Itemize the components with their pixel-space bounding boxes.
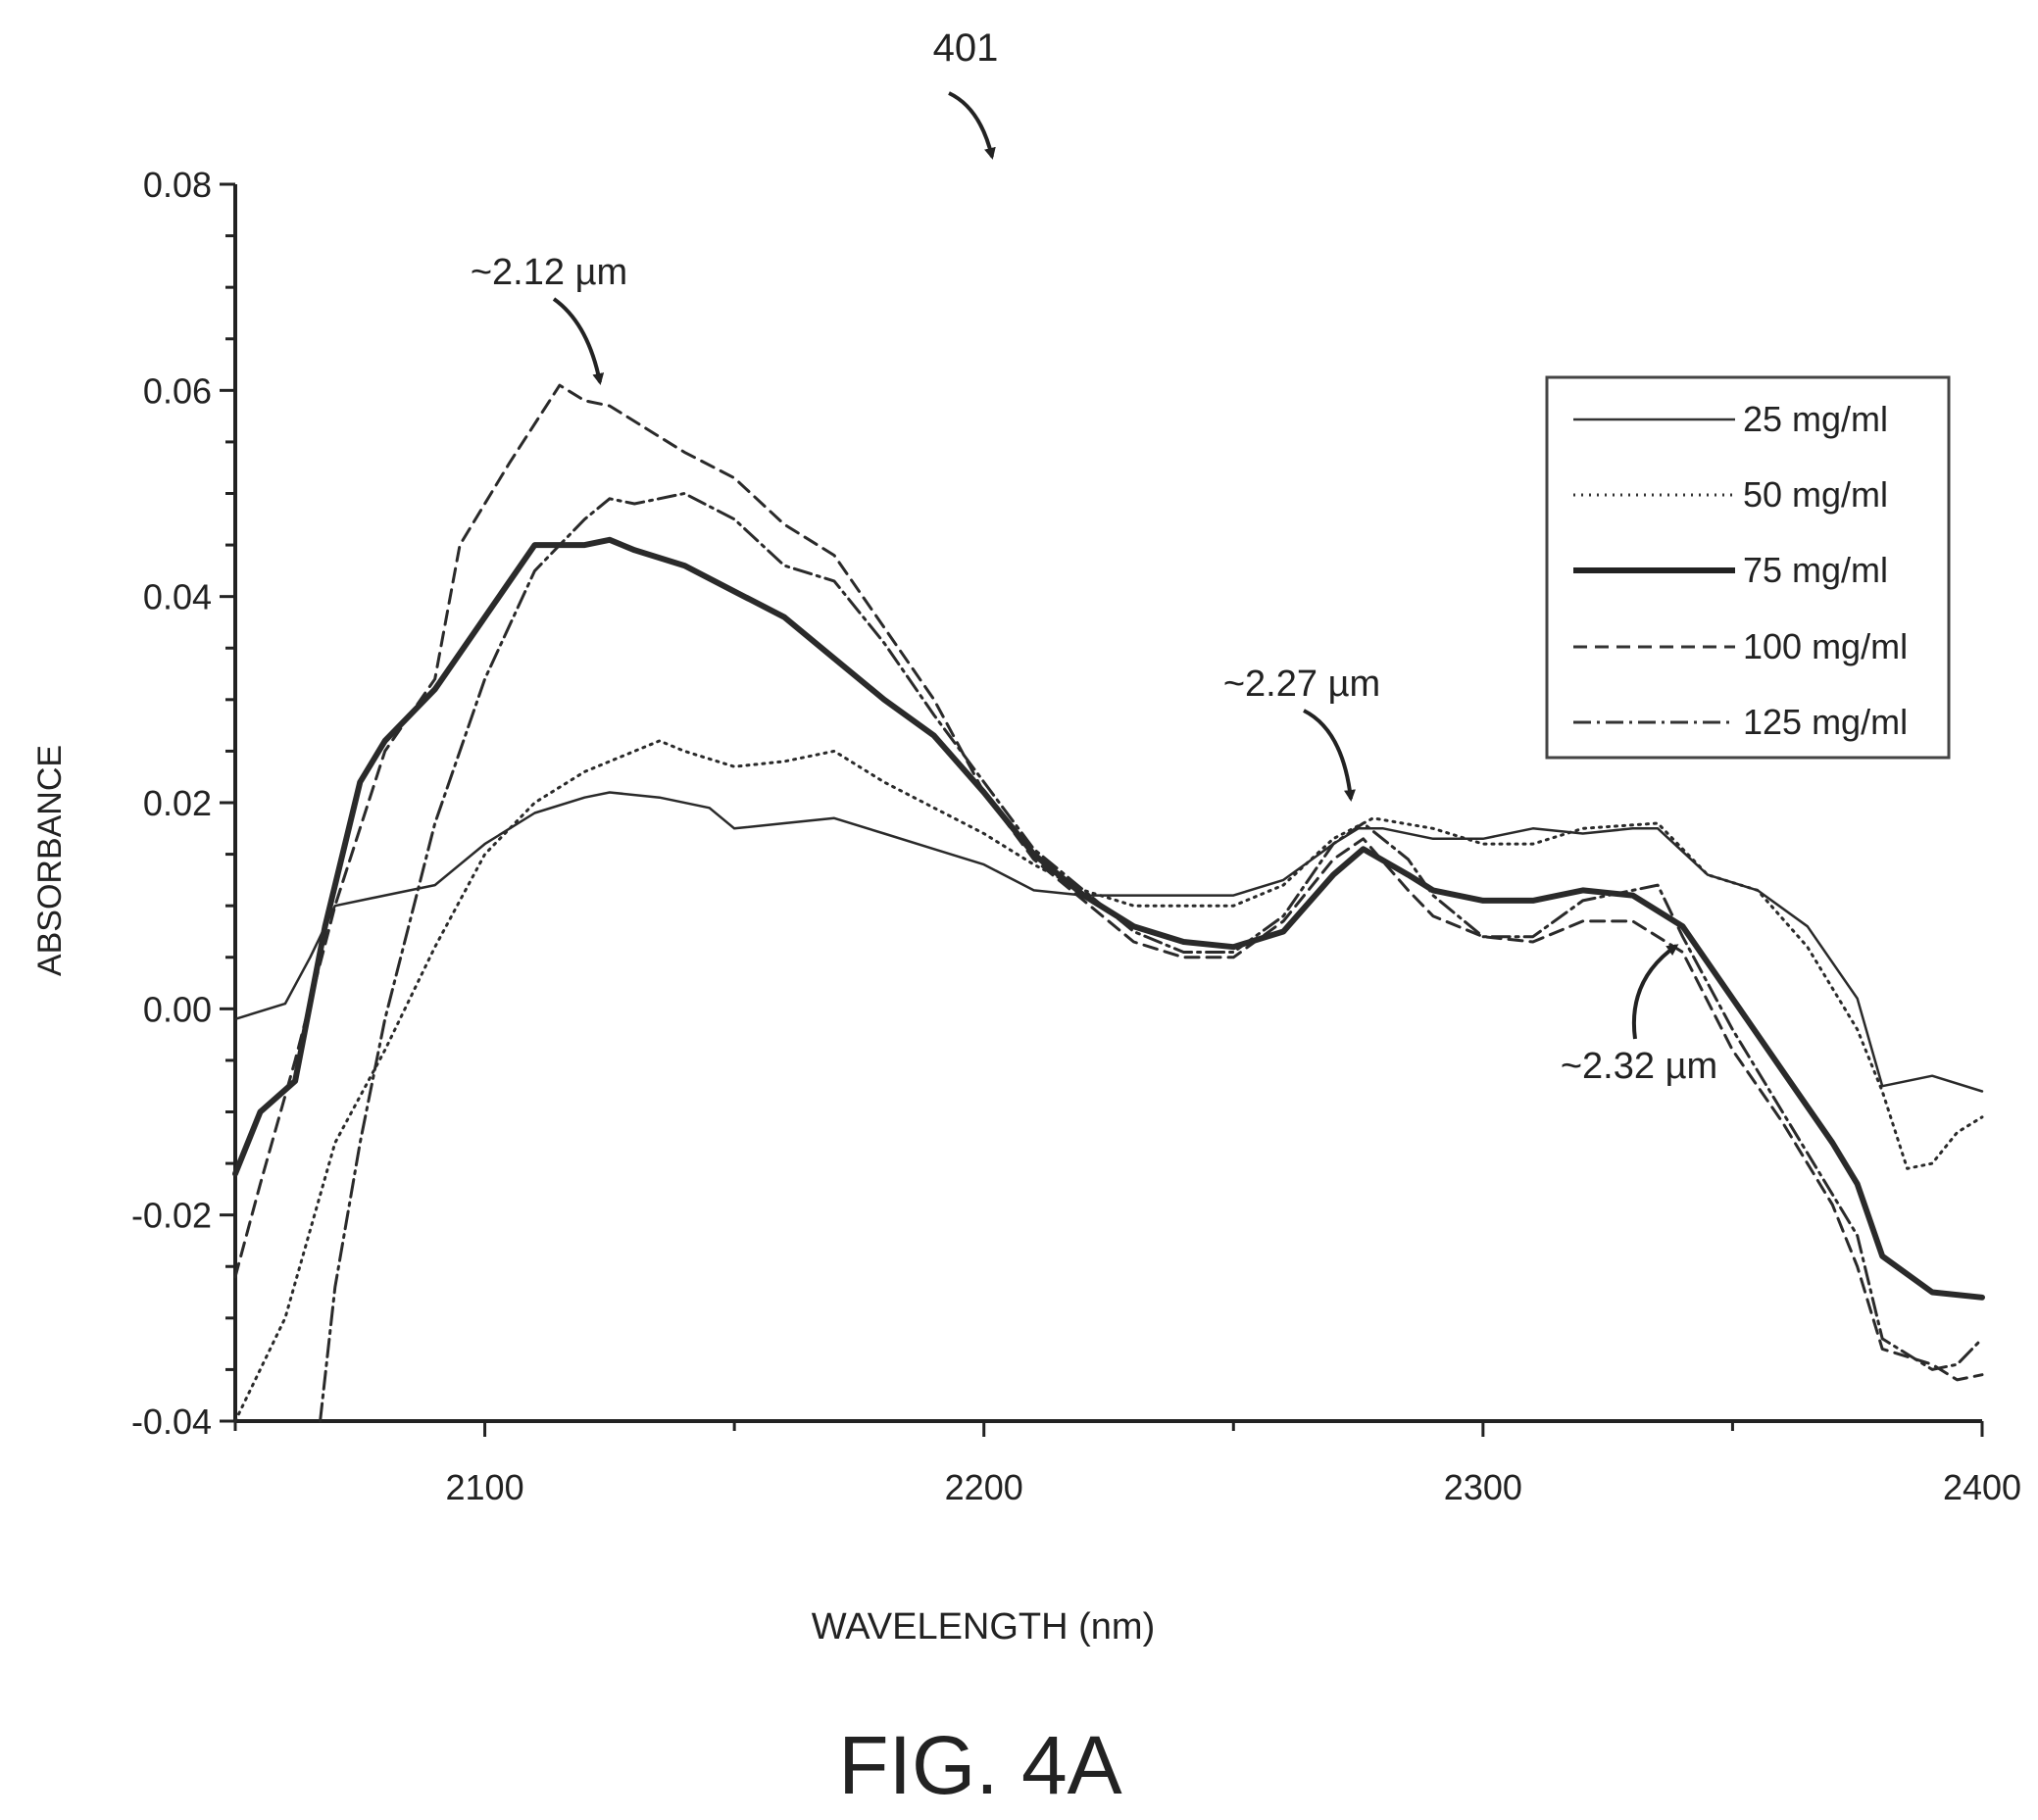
figure-caption: FIG. 4A	[838, 1719, 1121, 1811]
figure-ref-label: 401	[933, 26, 999, 70]
y-tick-label: -0.04	[131, 1402, 212, 1442]
annotation-peak-2-32: ~2.32 µm	[1561, 1046, 1717, 1087]
series-line-1	[233, 791, 1984, 1093]
annotation-peak-2-27: ~2.27 µm	[1223, 664, 1380, 705]
x-tick-label: 2400	[1943, 1467, 2021, 1507]
series-line-3	[232, 536, 1985, 1301]
y-tick-label: 0.04	[143, 577, 212, 617]
annotation-arrow-peak-2-32	[1632, 944, 1679, 1040]
y-axis-label: ABSORBANCE	[31, 745, 69, 976]
series-line-5	[319, 492, 1984, 1423]
legend-label-25: 25 mg/ml	[1743, 399, 1888, 439]
legend-item: 100 mg/ml	[1573, 626, 1908, 666]
figure-ref-arrow	[948, 91, 996, 160]
series-layer	[232, 383, 1985, 1423]
y-tick-label: 0.02	[143, 783, 212, 823]
annotation-arrow-peak-2-27	[1303, 709, 1356, 802]
series-line-4	[233, 383, 1984, 1382]
legend-item: 75 mg/ml	[1573, 550, 1888, 590]
x-tick-label: 2100	[446, 1467, 524, 1507]
y-tick-label: 0.00	[143, 989, 212, 1029]
legend-item: 125 mg/ml	[1573, 702, 1908, 742]
y-tick-label: -0.02	[131, 1196, 212, 1236]
x-tick-label: 2200	[945, 1467, 1023, 1507]
y-tick-label: 0.06	[143, 370, 212, 411]
legend-label-75: 75 mg/ml	[1743, 550, 1888, 590]
series-line-2	[233, 739, 1984, 1423]
legend-label-100: 100 mg/ml	[1743, 626, 1908, 666]
annotation-arrow-peak-2-12	[552, 297, 605, 385]
x-axis-label: WAVELENGTH (nm)	[812, 1606, 1155, 1648]
legend: 25 mg/ml 50 mg/ml 75 mg/ml 100 mg/ml 125…	[1545, 375, 1951, 760]
legend-label-50: 50 mg/ml	[1743, 474, 1888, 515]
legend-item: 50 mg/ml	[1573, 474, 1888, 515]
y-tick-label: 0.08	[143, 165, 212, 205]
axes: -0.04 -0.02 0.00 0.02 0.04 0.06 0.08 2100 2200 23…	[131, 165, 2021, 1507]
legend-label-125: 125 mg/ml	[1743, 702, 1908, 742]
legend-item: 25 mg/ml	[1573, 399, 1888, 439]
annotation-peak-2-12: ~2.12 µm	[471, 252, 627, 293]
x-tick-label: 2300	[1444, 1467, 1522, 1507]
